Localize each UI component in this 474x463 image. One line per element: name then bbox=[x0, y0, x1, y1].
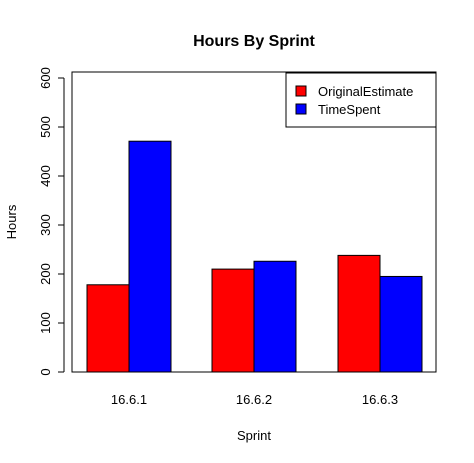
bar-original-estimate-16-6-3 bbox=[337, 254, 381, 373]
y-tick-label: 600 bbox=[38, 67, 53, 89]
bar-time-spent-16-6-2 bbox=[253, 260, 297, 373]
bar-time-spent-16-6-1 bbox=[128, 140, 172, 373]
y-axis: 0 100 200 300 400 500 600 bbox=[38, 67, 65, 376]
legend-swatch-original-estimate bbox=[295, 85, 307, 97]
legend: OriginalEstimate TimeSpent bbox=[285, 72, 437, 128]
x-category-label: 16.6.1 bbox=[111, 392, 147, 407]
chart-title: Hours By Sprint bbox=[193, 33, 315, 50]
y-tick-label: 100 bbox=[38, 312, 53, 334]
y-tick-label: 0 bbox=[38, 368, 53, 375]
x-category-label: 16.6.3 bbox=[362, 392, 398, 407]
x-axis-labels: 16.6.1 16.6.2 16.6.3 bbox=[111, 392, 398, 407]
legend-label-time-spent: TimeSpent bbox=[318, 102, 381, 117]
bar-original-estimate-16-6-1 bbox=[86, 284, 130, 373]
legend-swatch-time-spent bbox=[295, 103, 307, 115]
bar-time-spent-16-6-3 bbox=[379, 275, 423, 373]
bar-original-estimate-16-6-2 bbox=[211, 268, 255, 373]
y-tick-label: 500 bbox=[38, 116, 53, 138]
y-axis-label: Hours bbox=[4, 204, 19, 239]
x-axis-label: Sprint bbox=[237, 428, 271, 443]
legend-box bbox=[285, 72, 437, 128]
y-tick-label: 400 bbox=[38, 165, 53, 187]
x-category-label: 16.6.2 bbox=[236, 392, 272, 407]
y-tick-label: 300 bbox=[38, 214, 53, 236]
y-tick-label: 200 bbox=[38, 263, 53, 285]
legend-label-original-estimate: OriginalEstimate bbox=[318, 84, 413, 99]
bars-group bbox=[86, 140, 423, 373]
